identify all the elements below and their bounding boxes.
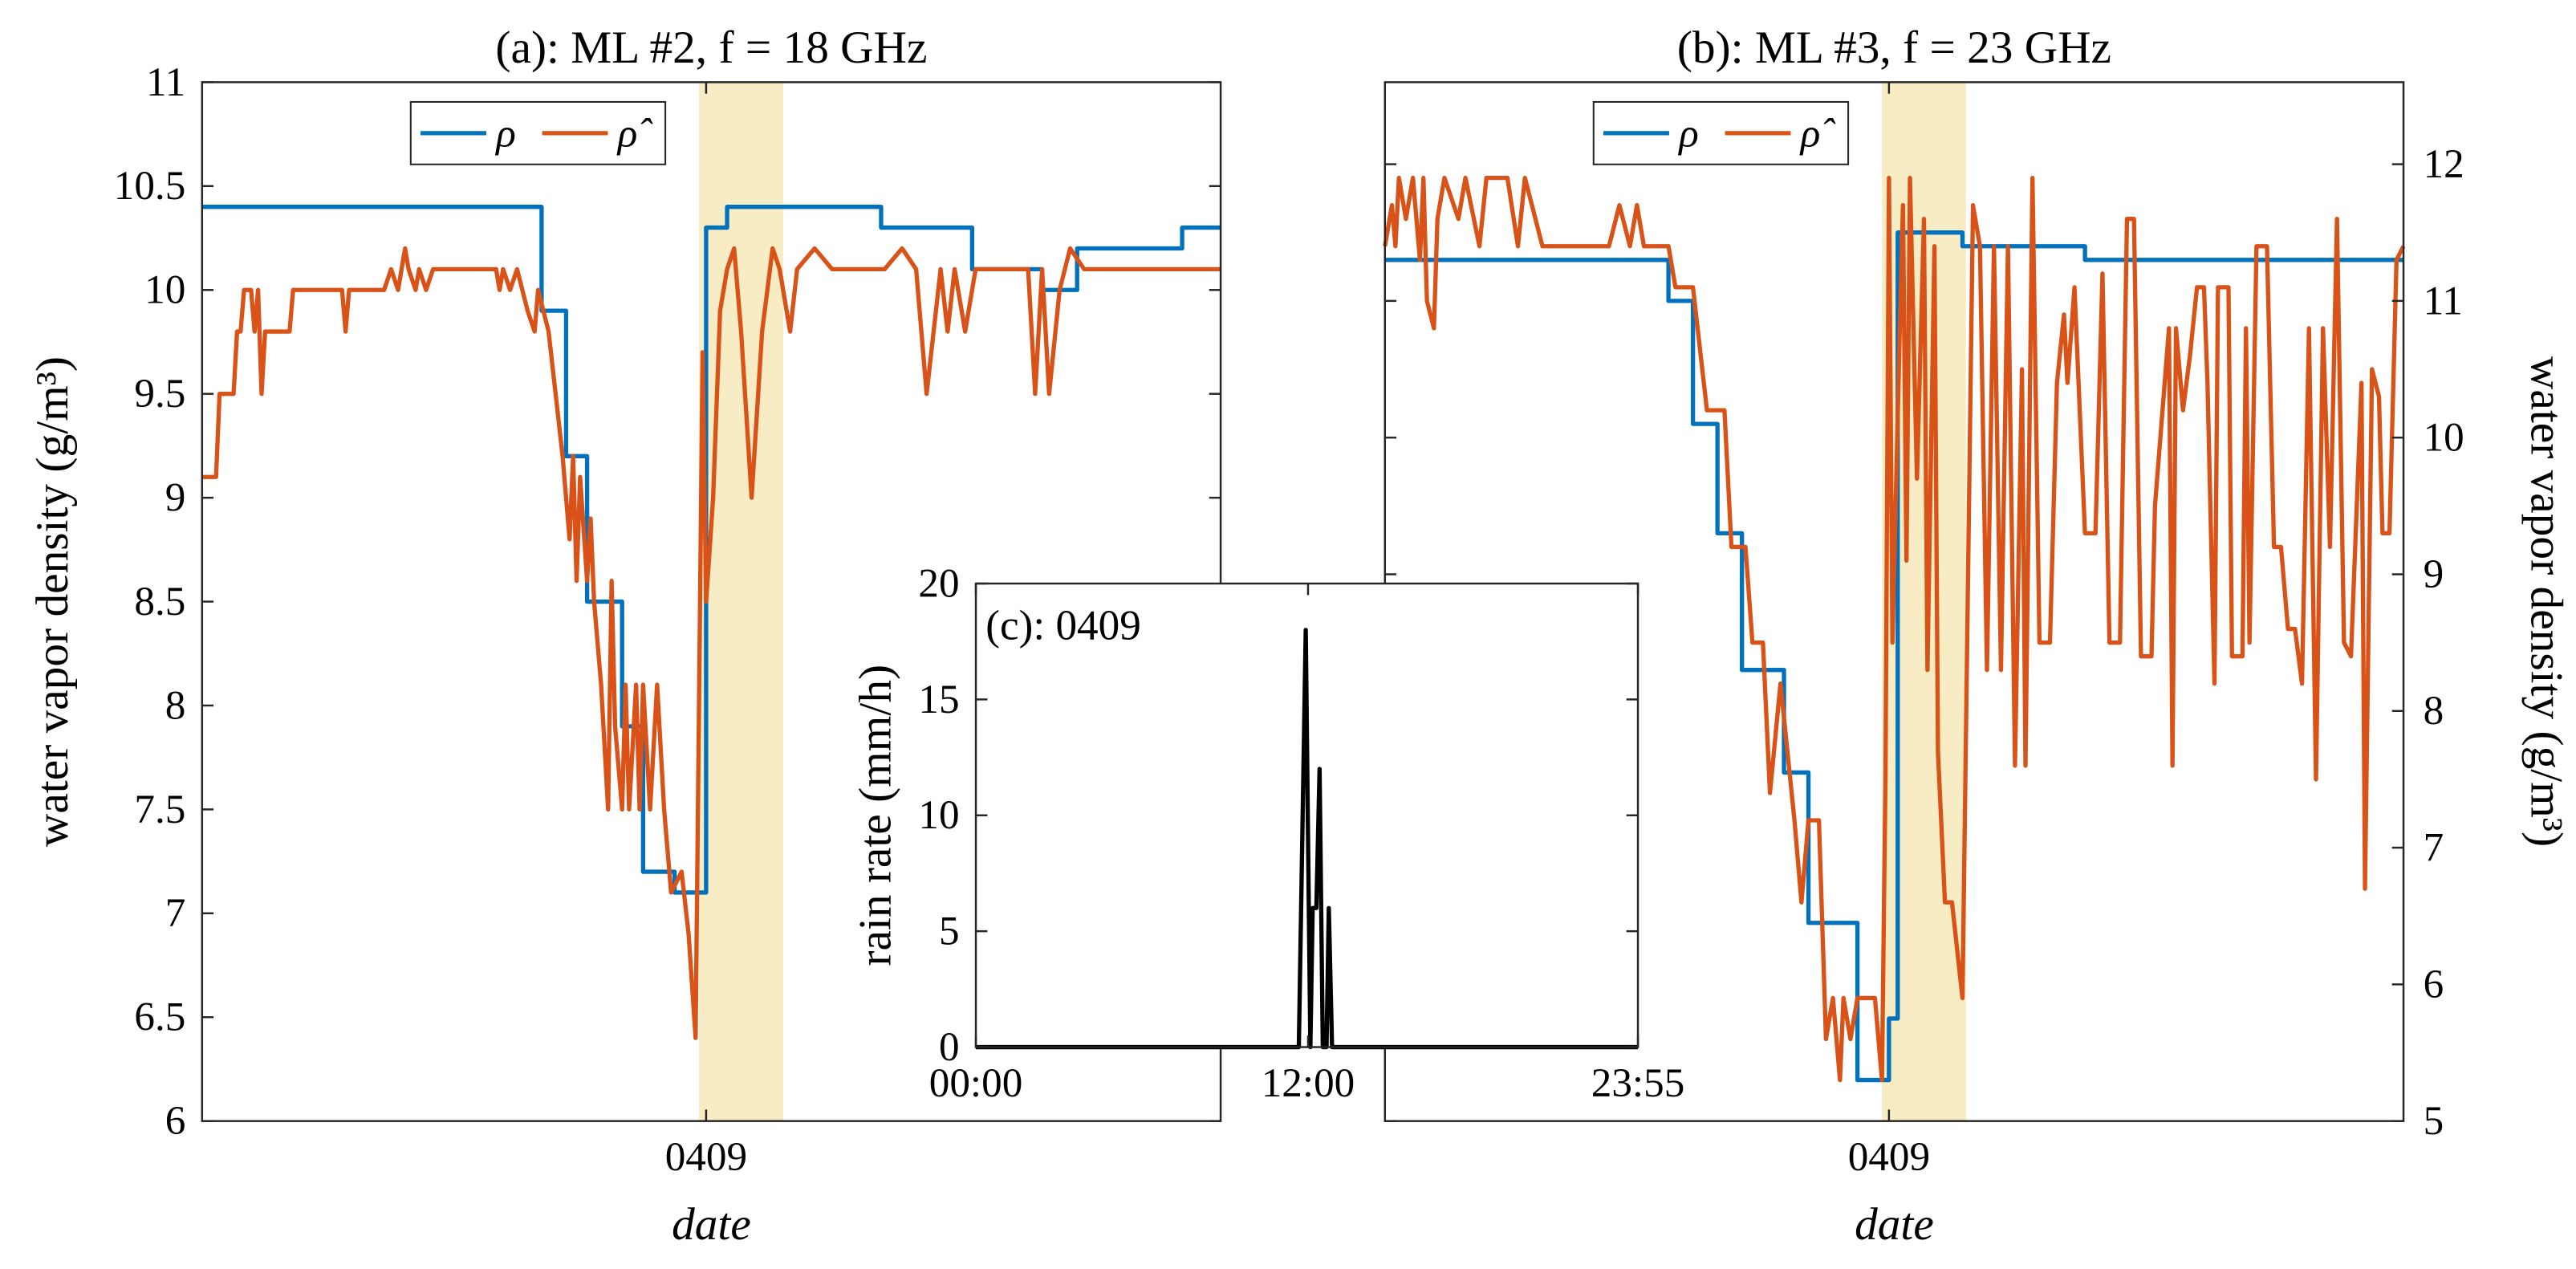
x-tick-label: 00:00 [929,1060,1023,1106]
y-tick-label: 9 [2424,551,2444,597]
y-tick-label: 6 [165,1098,186,1144]
x-tick-label: 0409 [1848,1134,1930,1180]
y-tick-label: 0 [939,1024,960,1070]
annotation: (c): 0409 [985,602,1141,649]
y-tick-label: 7 [165,890,186,936]
y-tick-label: 5 [939,909,960,954]
x-axis-label: date [1855,1199,1934,1250]
y-tick-label: 9 [165,474,186,520]
y-tick-label: 8 [165,682,186,728]
data-line [201,246,1221,1040]
data-line [976,628,1639,1050]
y-tick-label: 6.5 [134,994,185,1040]
y-tick-label: 20 [918,560,959,606]
y-tick-label: 10.5 [114,163,186,209]
y-tick-label: 8.5 [134,579,185,624]
highlight-band [699,82,783,1121]
y-axis-label: rain rate (mm/h) [851,665,901,966]
y-tick-label: 8 [2424,688,2444,734]
y-tick-label: 12 [2424,141,2464,187]
data-line [1383,175,2406,1083]
x-tick-label: 12:00 [1262,1060,1355,1106]
x-tick-label: 0409 [665,1134,747,1180]
y-tick-label: 9.5 [134,371,185,417]
legend-label: ρ [494,110,516,156]
y-tick-label: 10 [2424,415,2464,461]
y-tick-label: 10 [144,267,185,313]
y-tick-label: 11 [146,59,185,105]
y-tick-label: 6 [2424,962,2444,1007]
chart-title: (a): ML #2, f = 18 GHz [495,22,927,73]
data-line [1384,230,2404,1083]
y-axis-label: water vapor density (g/m³) [27,356,78,847]
legend-label: ρ [1677,110,1699,156]
y-tick-label: 15 [918,677,959,722]
y-tick-label: 7 [2424,824,2444,870]
y-axis-label: water vapor density (g/m³) [2521,356,2572,847]
y-tick-label: 10 [918,792,959,838]
y-tick-label: 7.5 [134,787,185,832]
x-tick-label: 23:55 [1591,1060,1685,1106]
chart-title: (b): ML #3, f = 23 GHz [1677,22,2111,73]
x-axis-label: date [672,1199,751,1250]
y-tick-label: 11 [2424,278,2463,323]
y-tick-label: 5 [2424,1098,2444,1144]
